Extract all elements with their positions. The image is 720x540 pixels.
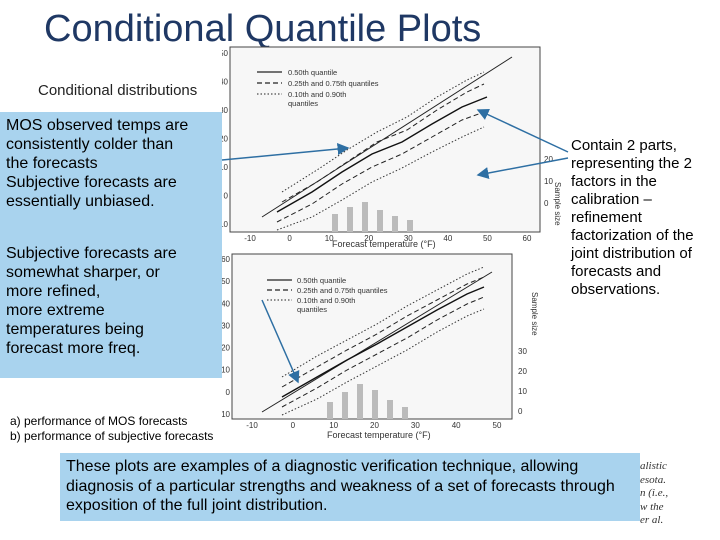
callout-line: Subjective forecasts are (6, 174, 177, 191)
x-tick-label: -10 (244, 234, 256, 243)
y-tick-label: 0 (226, 388, 231, 397)
callout-line: Subjective forecasts are (6, 245, 177, 262)
callout-line: forecast more freq. (6, 340, 141, 357)
legend-median-b: 0.50th quantile (297, 276, 346, 285)
y-tick-label: 40 (222, 299, 231, 308)
sample-size-tick: 30 (518, 347, 527, 356)
x-tick-label: 60 (523, 234, 532, 243)
callout-line: consistently colder than (6, 136, 174, 153)
y-tick-label: 60 (222, 255, 231, 264)
y-tick-label: 50 (222, 277, 231, 286)
callout-line: more extreme (6, 302, 105, 319)
callout-line: essentially unbiased. (6, 193, 155, 210)
legend-deciles-b2: quantiles (297, 305, 327, 314)
legend-median: 0.50th quantile (288, 68, 337, 77)
calibration-refinement-note: Contain 2 parts, representing the 2 fact… (571, 137, 694, 298)
fragment: alistic (640, 460, 667, 472)
legend-quartiles: 0.25th and 0.75th quantiles (288, 79, 379, 88)
y-tick-label: 10 (222, 163, 229, 172)
xlabel-bottom: Forecast temperature (°F) (327, 430, 431, 440)
xlabel-top: Forecast temperature (°F) (332, 239, 436, 249)
y-tick-label: 30 (222, 106, 229, 115)
x-tick-label: -10 (246, 421, 258, 430)
x-tick-label: 50 (483, 234, 492, 243)
caption-b: b) performance of subjective forecasts (10, 429, 214, 443)
legend-deciles: 0.10th and 0.90th (288, 90, 346, 99)
fragment: n (i.e., (640, 487, 669, 499)
x-tick-label: 40 (443, 234, 452, 243)
x-tick-label: 20 (364, 234, 373, 243)
sample-size-tick: 20 (518, 367, 527, 376)
x-tick-label: 0 (287, 234, 292, 243)
y-tick-label: 20 (222, 344, 231, 353)
y-tick-label: 20 (222, 135, 229, 144)
callout-mos-bias: MOS observed temps are consistently cold… (0, 112, 222, 222)
x-tick-label: 30 (411, 421, 420, 430)
figure-captions: a) performance of MOS forecasts b) perfo… (10, 414, 213, 444)
y-tick-label: -10 (222, 220, 229, 229)
x-tick-label: 10 (325, 234, 334, 243)
callout-line: temperatures being (6, 321, 144, 338)
y-tick-label: 40 (222, 78, 229, 87)
sample-size-label-top: Sample size (553, 182, 562, 226)
callout-subjective-sharper: Subjective forecasts are somewhat sharpe… (0, 222, 222, 378)
callout-line: MOS observed temps are (6, 117, 189, 134)
fragment: er al. (640, 514, 664, 526)
sample-size-tick: 20 (544, 155, 553, 164)
sample-size-tick: 10 (518, 387, 527, 396)
callout-line: the forecasts (6, 155, 98, 172)
slide-title: Conditional Quantile Plots (44, 8, 482, 50)
callout-line: more refined, (6, 283, 101, 300)
callout-line: somewhat sharper, or (6, 264, 160, 281)
y-tick-label: 30 (222, 321, 231, 330)
x-tick-label: 40 (452, 421, 461, 430)
y-tick-label: -10 (222, 410, 231, 419)
sample-size-label-bottom: Sample size (530, 292, 539, 336)
legend-deciles-b: 0.10th and 0.90th (297, 296, 355, 305)
caption-a: a) performance of MOS forecasts (10, 414, 188, 428)
sample-size-tick: 10 (544, 177, 553, 186)
conditional-quantile-plot-subjective: 60 50 40 30 20 10 0 -10 -10 0 10 20 30 40 50 0.50th q… (218, 252, 552, 444)
y-tick-label: 0 (224, 192, 229, 201)
x-tick-label: 0 (291, 421, 296, 430)
legend-deciles-2: quantiles (288, 99, 318, 108)
x-tick-label: 20 (370, 421, 379, 430)
citation-fragments: alistic esota. n (i.e., w the er al. (640, 460, 668, 528)
x-tick-label: 10 (329, 421, 338, 430)
conditional-distributions-text: Conditional distributions (38, 82, 198, 99)
sample-size-tick: 0 (518, 407, 523, 416)
fragment: esota. (640, 473, 666, 486)
conditional-quantile-plot-mos: 50 40 30 20 10 0 -10 -10 0 10 20 30 40 50 60 0.50th q… (216, 42, 562, 252)
x-tick-label: 50 (493, 421, 502, 430)
y-tick-label: 50 (222, 49, 229, 58)
fragment: w the (640, 500, 664, 513)
y-tick-label: 10 (222, 366, 231, 375)
legend-quartiles-b: 0.25th and 0.75th quantiles (297, 286, 388, 295)
summary-box: These plots are examples of a diagnostic… (60, 453, 640, 521)
x-tick-label: 30 (404, 234, 413, 243)
sample-size-tick: 0 (544, 199, 549, 208)
